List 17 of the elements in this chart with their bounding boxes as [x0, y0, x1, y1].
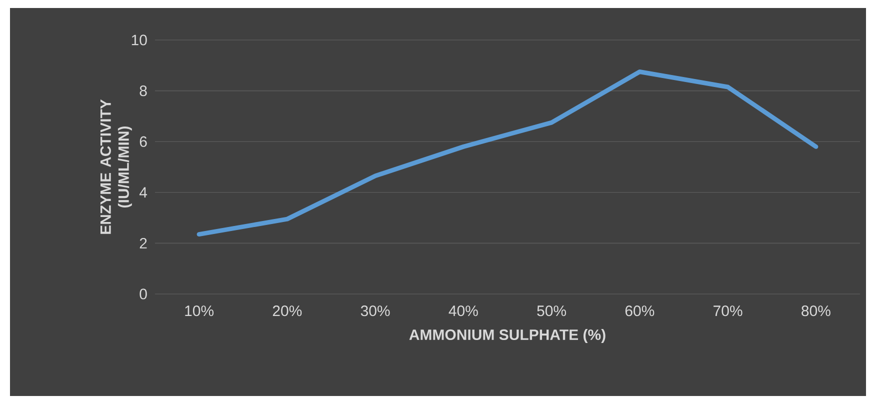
x-tick-label: 60%: [625, 306, 654, 316]
line-series: [196, 70, 818, 237]
x-tick-label: 40%: [448, 306, 478, 316]
x-axis-title: AMMONIUM SULPHATE (%): [409, 329, 606, 343]
x-tick-label: 20%: [272, 306, 302, 316]
y-tick-label: 0: [140, 288, 147, 300]
x-tick-label: 80%: [802, 306, 830, 316]
x-tick-label: 10%: [185, 306, 214, 316]
x-tick-label: 70%: [714, 306, 742, 316]
x-tick-label: 50%: [537, 306, 566, 316]
y-tick-label: 10: [132, 34, 147, 46]
y-tick-label: 6: [140, 136, 147, 147]
y-tick-label: 2: [140, 238, 147, 248]
y-tick-label: 8: [140, 85, 147, 96]
y-tick-label: 4: [139, 187, 148, 198]
x-tick-label: 30%: [360, 306, 390, 316]
y-axis-title: ENZYME ACTIVITY (IU/ML/MIN): [100, 99, 132, 234]
